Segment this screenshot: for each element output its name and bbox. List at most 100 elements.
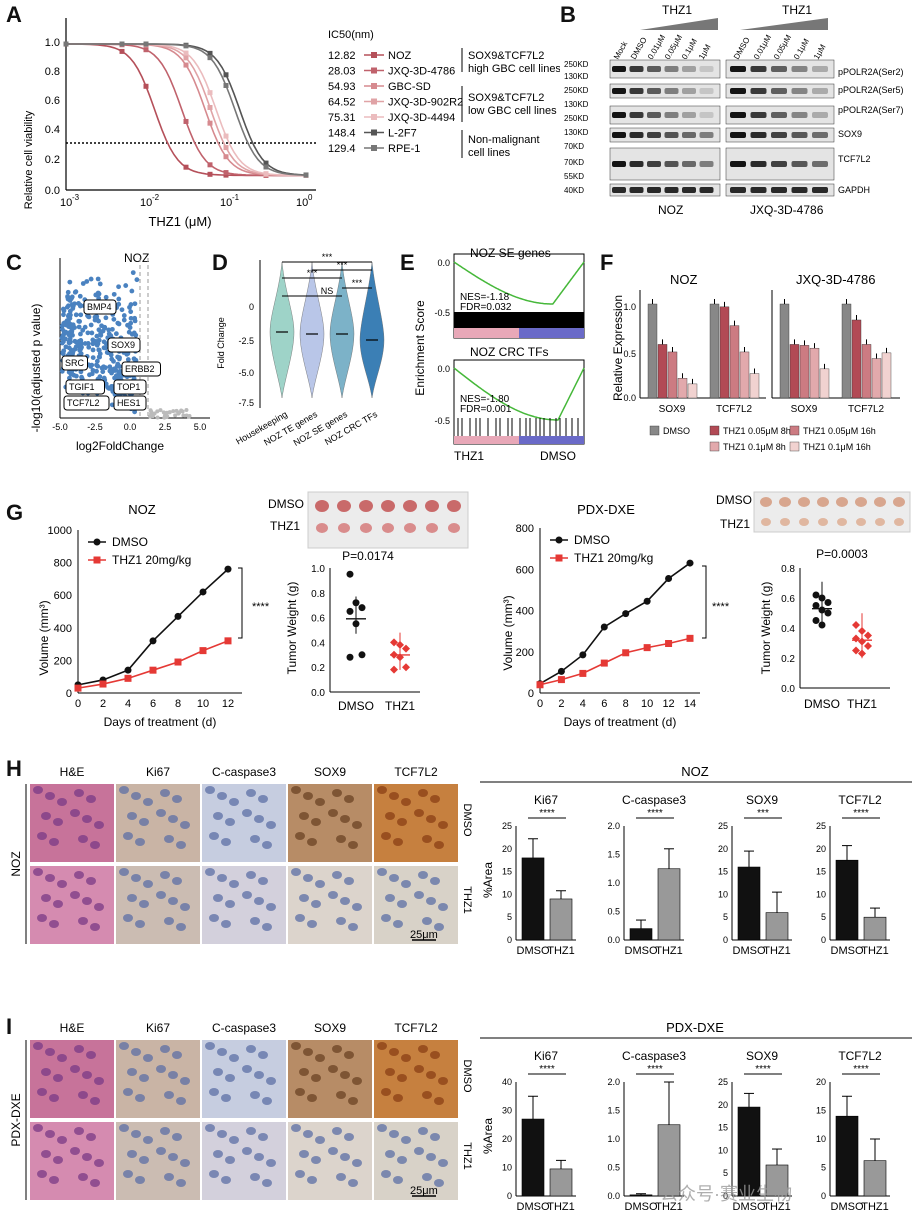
hist-nucleus <box>33 786 43 794</box>
hist-nucleus <box>168 897 178 905</box>
hist-nucleus <box>434 1179 444 1187</box>
hist-nucleus <box>74 1045 84 1053</box>
hist-scale: 25μm <box>410 929 438 941</box>
b-band <box>750 88 767 94</box>
c-point <box>90 347 96 353</box>
hist-nucleus <box>242 1147 252 1155</box>
g-w-point <box>812 617 820 624</box>
hist-nucleus <box>57 880 67 888</box>
hist-nucleus <box>266 1077 276 1085</box>
c-point <box>103 365 108 371</box>
bar-chart-title: TCF7L2 <box>838 1049 882 1063</box>
bar-sig: **** <box>539 808 555 819</box>
a-point <box>183 50 189 56</box>
panel-c-volcano: NOZ -log10(adjusted p value) BMP4 SOX9 SRC… <box>29 251 210 453</box>
hist-nucleus <box>176 1179 186 1187</box>
bars-ylabel: %Area <box>481 1118 495 1154</box>
c-point <box>97 351 103 357</box>
hist-nucleus <box>397 818 407 826</box>
b-band <box>647 112 661 118</box>
hist-nucleus <box>123 832 133 840</box>
g-point <box>622 610 630 618</box>
hist-nucleus <box>94 903 104 911</box>
a-legend-marker <box>371 129 377 136</box>
hist-nucleus <box>49 1176 59 1184</box>
g-point <box>174 612 182 620</box>
c-gene-label: BMP4 <box>87 302 112 312</box>
hist-nucleus <box>131 792 141 800</box>
c-point <box>76 301 81 306</box>
bar-ytick: 15 <box>502 867 512 877</box>
c-point <box>67 375 72 381</box>
c-point <box>85 330 91 336</box>
g-xtick: 8 <box>175 698 181 710</box>
hist-nucleus <box>328 1147 338 1155</box>
hist-nucleus <box>119 1042 129 1050</box>
e-yt: 0.0 <box>437 364 450 374</box>
b-band <box>699 132 714 138</box>
bar-ytick: 0.0 <box>607 1191 620 1201</box>
g-ytick: 400 <box>516 606 534 618</box>
b-band <box>812 161 828 167</box>
hist-nucleus <box>246 1045 256 1053</box>
bar <box>863 1160 887 1197</box>
panel-letter-c: C <box>6 250 22 275</box>
b-band <box>750 161 767 167</box>
hist-rlabel: DMSO <box>461 1060 473 1093</box>
g-tumor <box>425 500 439 512</box>
b-band <box>791 187 808 193</box>
b-band <box>647 187 661 193</box>
hist-nucleus <box>315 1054 325 1062</box>
e-right: DMSO <box>540 449 576 463</box>
c-point <box>132 315 138 321</box>
hist-nucleus <box>123 1170 133 1178</box>
b-band <box>791 161 808 167</box>
b-kd-label: 40KD <box>564 186 584 195</box>
hist-nucleus <box>328 1065 338 1073</box>
e-yt: -0.5 <box>434 308 450 318</box>
hist-nucleus <box>82 1153 92 1161</box>
a-point <box>183 62 189 68</box>
c-point <box>86 344 92 350</box>
a-ytick: 0.4 <box>45 124 60 136</box>
g-w-point <box>824 599 832 606</box>
a-ytick: 0.8 <box>45 66 60 78</box>
hist-nucleus <box>180 821 190 829</box>
hist-row-label: PDX-DXE <box>9 1093 23 1146</box>
f-bar <box>789 344 800 399</box>
b-lane-label: 0.1μM <box>792 37 811 61</box>
c-xtick: -5.0 <box>52 422 68 432</box>
hist-nucleus <box>156 891 166 899</box>
e-yt: 0.0 <box>437 258 450 268</box>
hist-nucleus <box>176 1097 186 1105</box>
c-gene-box <box>65 379 105 395</box>
c-point <box>94 333 100 339</box>
hist-nucleus <box>49 920 59 928</box>
hist-nucleus <box>225 818 235 826</box>
a-group2-line1: SOX9&TCF7L2 <box>468 92 544 104</box>
hist-nucleus <box>164 917 174 925</box>
c-point <box>128 302 134 307</box>
b-band <box>750 112 767 118</box>
g-tumor <box>426 523 438 533</box>
hist-nucleus <box>221 920 231 928</box>
e-bot-fdr: FDR=0.001 <box>460 404 512 415</box>
hist-nucleus <box>340 897 350 905</box>
g-xtick: 2 <box>100 698 106 710</box>
bars-ylabel: %Area <box>481 862 495 898</box>
hist-nucleus <box>242 891 252 899</box>
g-xtick: 4 <box>580 698 586 710</box>
g-ytick: 200 <box>54 655 72 667</box>
hist-nucleus <box>53 1156 63 1164</box>
f-ylabel: Relative Expression <box>611 295 625 401</box>
c-point <box>116 356 122 362</box>
hist-nucleus <box>426 1153 436 1161</box>
hist-nucleus <box>168 1153 178 1161</box>
b-band <box>699 112 714 118</box>
f-ytick: 0.0 <box>623 393 636 403</box>
g-ytick: 800 <box>516 523 534 535</box>
hist-nucleus <box>266 1159 276 1167</box>
e-bot-nes: NES=-1.80 <box>460 394 510 405</box>
b-band <box>664 88 679 94</box>
